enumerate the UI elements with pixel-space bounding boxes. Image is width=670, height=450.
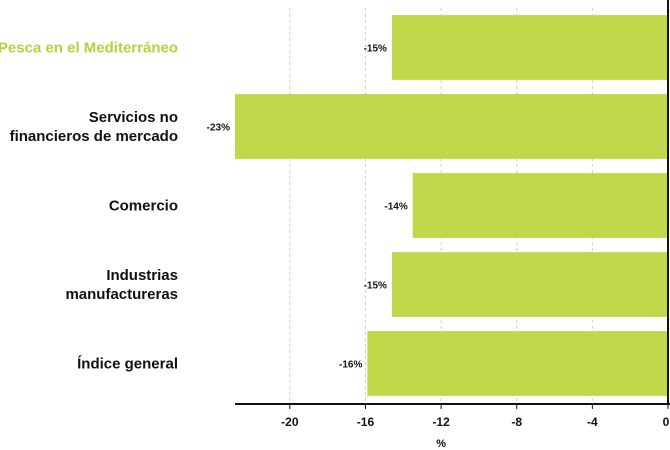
x-tick-label: -4 <box>587 415 598 429</box>
axes <box>235 0 670 405</box>
x-axis-title: % <box>436 438 446 450</box>
bar <box>367 331 668 396</box>
bar <box>391 252 668 317</box>
data-label: -15% <box>364 281 387 292</box>
category-label: Industrias manufactureras <box>65 267 178 303</box>
category-label-line: Comercio <box>109 198 178 215</box>
category-label-line: Pesca en el Mediterráneo <box>0 40 178 57</box>
x-tick-label: -8 <box>511 415 522 429</box>
x-tick-label: -12 <box>432 415 450 429</box>
data-label: -14% <box>384 202 407 213</box>
category-label-highlight: Pesca en el Mediterráneo <box>0 40 178 57</box>
category-label-line: Industrias <box>106 267 178 284</box>
x-tick-label: 0 <box>663 415 670 429</box>
category-label: Servicios no financieros de mercado <box>10 109 178 145</box>
category-label-line: Servicios no <box>89 109 178 126</box>
category-label-line: financieros de mercado <box>10 128 178 145</box>
x-tick-label: -20 <box>281 415 299 429</box>
bars <box>235 15 668 396</box>
data-label: -15% <box>364 44 387 55</box>
bar <box>391 15 668 80</box>
bar <box>235 94 668 159</box>
category-label: Índice general <box>77 356 178 373</box>
bar <box>412 173 668 238</box>
labels: -15% Pesca en el Mediterráneo -23% Servicio… <box>0 40 408 373</box>
x-axis-ticks: -20 -16 -12 -8 -4 0 <box>281 404 670 429</box>
category-label-line: manufactureras <box>65 286 178 303</box>
category-label-line: Índice general <box>77 356 178 373</box>
category-label: Comercio <box>109 198 178 215</box>
data-label: -23% <box>207 123 230 134</box>
x-tick-label: -16 <box>357 415 375 429</box>
data-label: -16% <box>339 360 362 371</box>
